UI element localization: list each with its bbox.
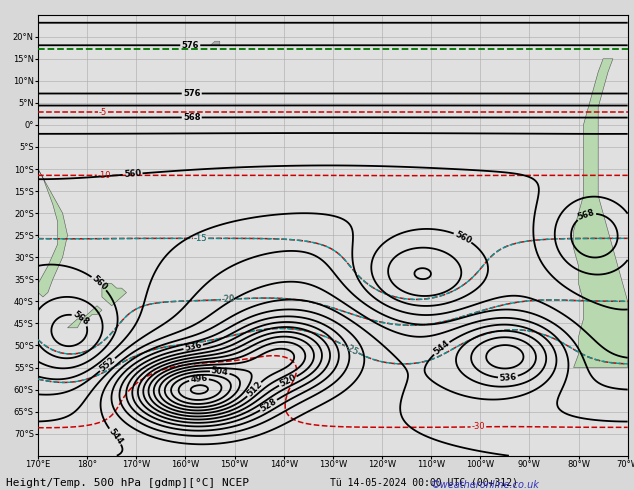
Polygon shape — [67, 306, 102, 328]
Text: -5: -5 — [99, 108, 107, 117]
Polygon shape — [574, 59, 628, 368]
Text: 568: 568 — [71, 310, 91, 327]
Text: -30: -30 — [472, 422, 485, 431]
Text: Tü 14-05-2024 00:00 UTC (00+312): Tü 14-05-2024 00:00 UTC (00+312) — [330, 478, 518, 488]
Text: 568: 568 — [576, 208, 596, 222]
Text: 512: 512 — [245, 380, 264, 399]
Polygon shape — [210, 41, 220, 46]
Polygon shape — [102, 284, 126, 306]
Text: 568: 568 — [183, 113, 200, 122]
Text: -20: -20 — [222, 294, 236, 304]
Text: -20: -20 — [222, 294, 236, 304]
Text: 520: 520 — [278, 373, 297, 389]
Polygon shape — [38, 169, 67, 297]
Text: Height/Temp. 500 hPa [gdmp][°C] NCEP: Height/Temp. 500 hPa [gdmp][°C] NCEP — [6, 478, 249, 488]
Text: 560: 560 — [90, 274, 109, 293]
Text: 544: 544 — [432, 339, 451, 357]
Text: 544: 544 — [107, 427, 124, 446]
Text: 528: 528 — [259, 397, 278, 414]
Text: 576: 576 — [183, 89, 200, 98]
Text: 536: 536 — [499, 372, 517, 383]
Text: ©weatheronline.co.uk: ©weatheronline.co.uk — [431, 480, 540, 490]
Text: -10: -10 — [98, 171, 112, 180]
Text: 560: 560 — [453, 229, 473, 245]
Text: 552: 552 — [98, 356, 117, 374]
Text: 536: 536 — [184, 341, 203, 353]
Text: 576: 576 — [181, 41, 199, 50]
Text: 504: 504 — [210, 367, 229, 377]
Text: 496: 496 — [190, 374, 208, 384]
Text: -15: -15 — [194, 234, 207, 243]
Text: -25: -25 — [344, 343, 360, 357]
Text: -25: -25 — [344, 343, 360, 357]
Text: -15: -15 — [194, 234, 207, 243]
Text: 560: 560 — [124, 169, 141, 179]
